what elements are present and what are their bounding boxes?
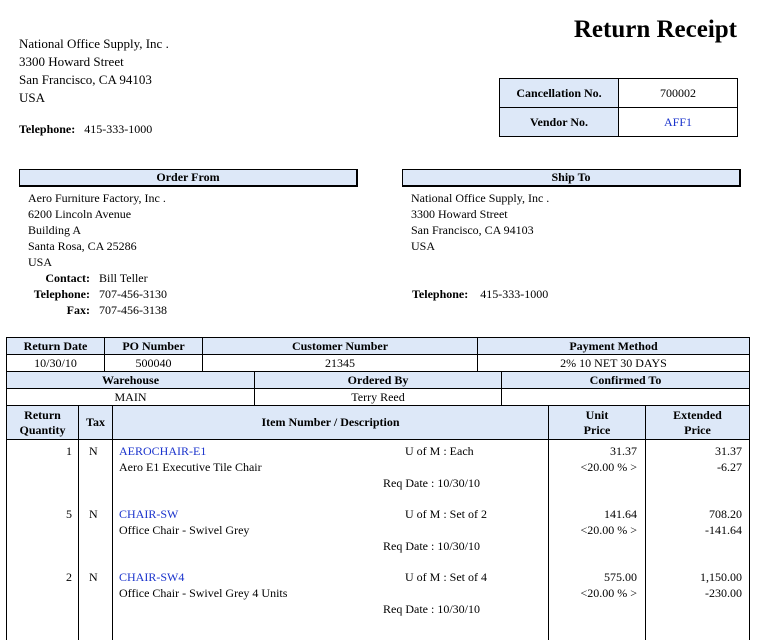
company-address: National Office Supply, Inc . 3300 Howar… xyxy=(19,36,169,105)
items-header: Return Quantity Tax Item Number / Descripti… xyxy=(6,405,750,440)
item-row: 1 N AEROCHAIR-E1 Aero E1 Executive Tile … xyxy=(66,444,742,490)
company-telephone: Telephone: 415-333-1000 xyxy=(19,122,153,136)
order-from-header: Order From xyxy=(19,169,358,187)
item-row: 2 N CHAIR-SW4 Office Chair - Swivel Grey… xyxy=(66,570,742,616)
ship-to-header: Ship To xyxy=(402,169,741,187)
info-table: Return Date PO Number Customer Number Payme… xyxy=(6,337,750,372)
item-number-link[interactable]: CHAIR-SW4 xyxy=(119,570,185,584)
item-number-link[interactable]: CHAIR-SW xyxy=(119,507,179,521)
ship-to-address: National Office Supply, Inc . 3300 Howar… xyxy=(411,191,550,253)
ids-table: Cancellation No. 700002 Vendor No. AFF1 xyxy=(499,78,738,137)
vendor-link[interactable]: AFF1 xyxy=(618,107,738,137)
info-table-2: Warehouse Ordered By Confirmed To MAIN Terr… xyxy=(6,371,750,406)
order-from-address: Aero Furniture Factory, Inc . 6200 Linco… xyxy=(28,191,166,269)
item-number-link[interactable]: AEROCHAIR-E1 xyxy=(119,444,207,458)
item-row: 5 N CHAIR-SW Office Chair - Swivel Grey … xyxy=(66,507,742,553)
page-title: Return Receipt xyxy=(573,16,737,43)
ship-to-telephone: Telephone: 415-333-1000 xyxy=(412,287,549,301)
